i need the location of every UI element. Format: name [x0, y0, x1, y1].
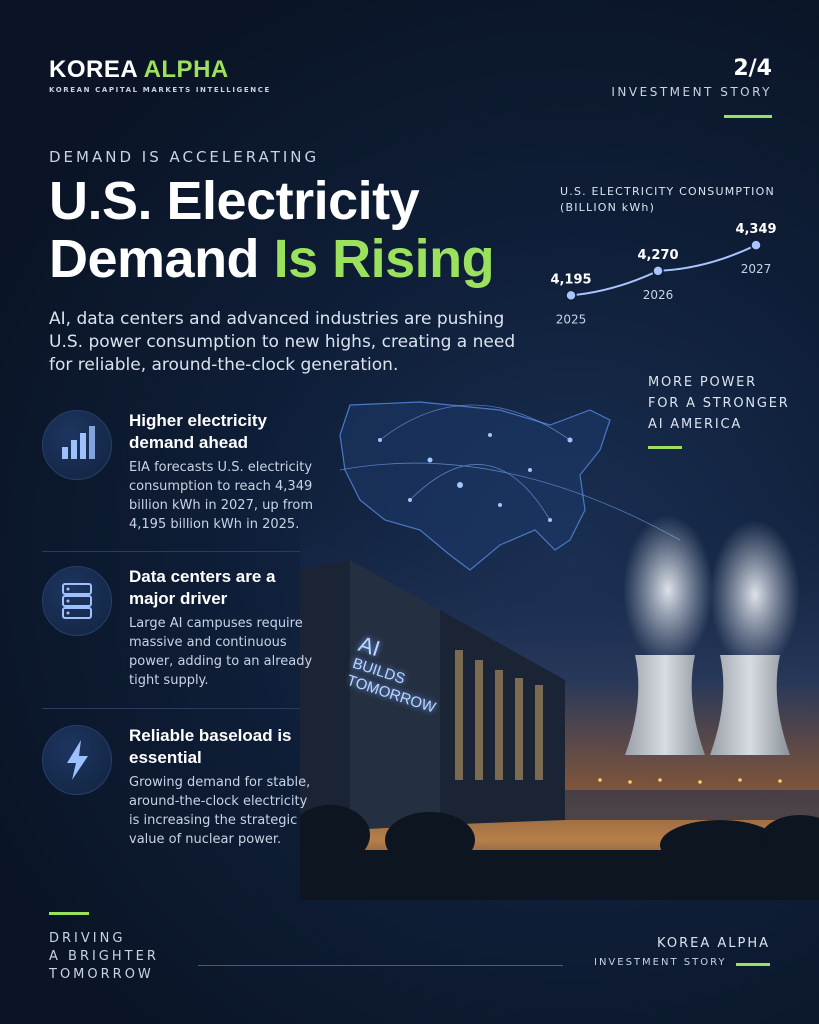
chart-unit: (BILLION kWh) [560, 201, 656, 214]
lightning-icon [42, 725, 112, 795]
cooling-tower-right [710, 655, 790, 755]
feature-card-baseload: Reliable baseload is essential Growing d… [42, 725, 310, 875]
divider [42, 551, 300, 552]
footer-divider [198, 965, 563, 966]
x-tick-label: 2026 [643, 288, 674, 302]
brand-name-green: ALPHA [143, 56, 229, 83]
divider [42, 708, 300, 709]
x-tick-label: 2027 [741, 262, 772, 276]
cooling-tower-left [625, 655, 705, 755]
steam-right [710, 520, 800, 670]
x-tick-label: 2025 [556, 312, 587, 326]
tagline-line-3: AI AMERICA [648, 417, 743, 432]
footer-right-accent-bar [736, 963, 770, 966]
footer-brand: KOREA ALPHA [657, 936, 770, 951]
footer-slogan-line-2: A BRIGHTER [49, 949, 159, 964]
scene-illustration [300, 401, 819, 900]
data-point [652, 265, 664, 277]
tagline: MORE POWER FOR A STRONGER AI AMERICA [648, 372, 790, 435]
page-number: 2/4 [733, 56, 772, 81]
chart-title: U.S. ELECTRICITY CONSUMPTION (BILLION kW… [560, 184, 775, 216]
us-map [339, 401, 611, 571]
footer-accent-bar [49, 912, 89, 915]
page-label: INVESTMENT STORY [611, 85, 772, 99]
tagline-accent-bar [648, 446, 682, 449]
feature-title: Reliable baseload is essential [129, 726, 292, 767]
footer-label: INVESTMENT STORY [594, 957, 727, 968]
title-line-1: U.S. Electricity [49, 171, 420, 231]
chart-title-text: U.S. ELECTRICITY CONSUMPTION [560, 185, 775, 198]
feature-card-data-centers: Data centers are a major driver Large AI… [42, 566, 312, 696]
data-point [565, 289, 577, 302]
tagline-line-2: FOR A STRONGER [648, 396, 790, 411]
header-accent-bar [724, 115, 772, 118]
data-label: 4,349 [735, 222, 776, 237]
footer-slogan: DRIVING A BRIGHTER TOMORROW [49, 930, 159, 984]
data-label: 4,270 [637, 248, 678, 263]
eyebrow: DEMAND IS ACCELERATING [49, 148, 320, 166]
steam-left [623, 515, 713, 665]
footer-slogan-line-3: TOMORROW [49, 967, 154, 982]
tagline-line-1: MORE POWER [648, 375, 757, 390]
data-point [750, 239, 762, 251]
feature-title: Higher electricity demand ahead [129, 411, 267, 452]
brand-subtitle: KOREAN CAPITAL MARKETS INTELLIGENCE [49, 86, 271, 94]
feature-card-demand: Higher electricity demand ahead EIA fore… [42, 410, 313, 540]
data-label: 4,195 [550, 272, 591, 287]
title-highlight: Is Rising [273, 229, 495, 289]
lead-paragraph: AI, data centers and advanced industries… [49, 309, 516, 375]
feature-body: EIA forecasts U.S. electricity consumpti… [129, 460, 313, 532]
brand-logo: KOREA ALPHA [49, 56, 229, 84]
bar-chart-icon [42, 410, 112, 480]
feature-body: Growing demand for stable, around-the-cl… [129, 775, 311, 847]
feature-title: Data centers are a major driver [129, 567, 276, 608]
footer-slogan-line-1: DRIVING [49, 931, 126, 946]
brand-name-white: KOREA [49, 56, 144, 83]
consumption-chart: 4,195 2025 4,270 2026 4,349 2027 [550, 222, 776, 326]
server-icon [42, 566, 112, 636]
page-title: U.S. Electricity Demand Is Rising [49, 171, 495, 289]
feature-body: Large AI campuses require massive and co… [129, 616, 313, 688]
title-line-2: Demand [49, 229, 274, 289]
